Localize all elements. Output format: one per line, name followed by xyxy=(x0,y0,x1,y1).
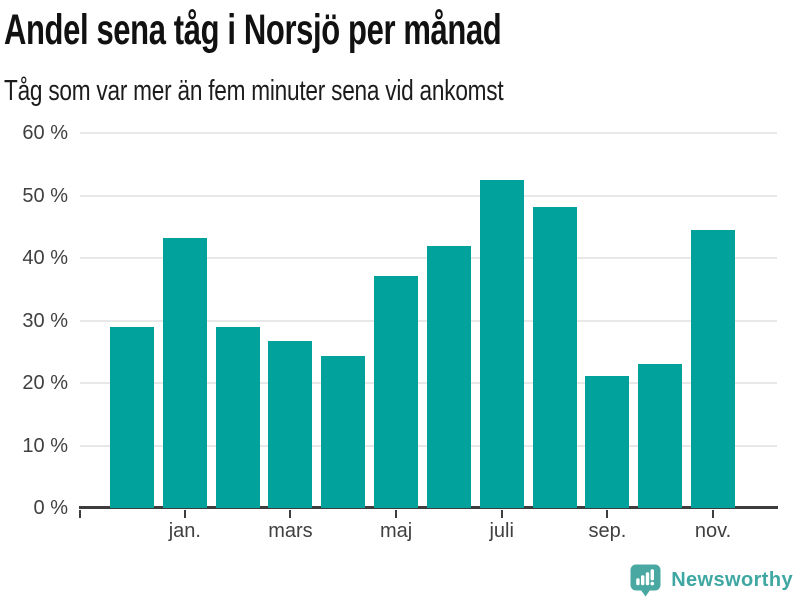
y-axis: 0 % 10 % 20 % 30 % 40 % 50 % 60 % xyxy=(0,122,68,519)
y-tick-label-0: 0 % xyxy=(33,497,68,519)
x-tick-maj xyxy=(395,510,398,518)
bar-dec xyxy=(110,327,154,508)
y-tick-label-10: 10 % xyxy=(22,434,68,457)
bar-sep xyxy=(585,375,630,508)
bar-juni xyxy=(426,245,471,508)
bar-juli xyxy=(479,179,524,508)
x-tick-label-maj: maj xyxy=(379,520,413,542)
newsworthy-wordmark: Newsworthy xyxy=(671,568,793,591)
bar-nov xyxy=(691,229,735,508)
gridline-50 xyxy=(80,194,777,197)
gridline-60 xyxy=(80,132,777,134)
x-tick-label-mars: mars xyxy=(268,520,313,542)
x-tick-jan xyxy=(183,510,186,518)
newsworthy-chart-bubble-icon xyxy=(629,563,662,597)
y-tick-label-30: 30 % xyxy=(22,309,68,332)
bar-apr xyxy=(321,356,366,508)
plot-area: jan. mars maj juli sep. nov. xyxy=(79,132,778,542)
x-tick-juli xyxy=(500,510,503,518)
x-tick-label-jan: jan. xyxy=(168,520,201,542)
bar-mars xyxy=(268,340,313,508)
x-tick-label-juli: juli xyxy=(489,520,514,542)
y-tick-label-20: 20 % xyxy=(22,372,68,394)
x-tick-sep xyxy=(606,510,609,518)
bar-feb xyxy=(215,326,260,508)
x-tick-label-sep: sep. xyxy=(588,520,627,542)
x-tick-nov xyxy=(712,510,714,518)
brand-footer: Newsworthy xyxy=(629,563,793,597)
bar-jan xyxy=(162,238,207,508)
x-tick-origin xyxy=(79,510,81,518)
y-tick-label-40: 40 % xyxy=(22,247,68,269)
x-tick-label-nov: nov. xyxy=(694,520,732,542)
bar-maj xyxy=(374,275,419,508)
x-tick-mars xyxy=(289,510,292,518)
y-tick-label-60: 60 % xyxy=(22,122,68,144)
bar-okt xyxy=(638,363,683,508)
chart-subtitle: Tåg som var mer än fem minuter sena vid … xyxy=(4,75,504,107)
y-tick-label-50: 50 % xyxy=(22,184,68,207)
bar-aug xyxy=(532,207,577,508)
chart-title: Andel sena tåg i Norsjö per månad xyxy=(4,6,502,54)
